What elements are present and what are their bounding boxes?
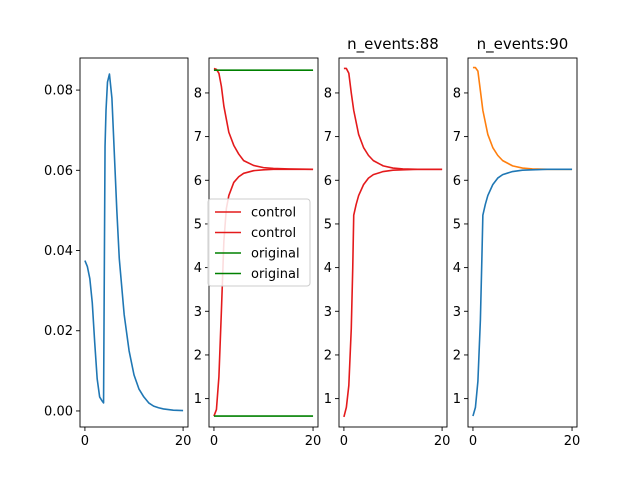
x-tick-label: 20 — [434, 434, 451, 449]
y-tick-label: 0.04 — [44, 244, 73, 259]
legend-label: original — [251, 267, 300, 282]
y-tick-label: 6 — [324, 174, 332, 189]
y-tick-label: 6 — [194, 174, 202, 189]
series-line-1 — [343, 67, 443, 171]
x-tick-label: 0 — [210, 434, 218, 449]
legend: control control original original — [207, 198, 311, 287]
axes-frame — [338, 57, 448, 428]
y-tick-label: 0.00 — [44, 404, 73, 419]
x-tick-label: 20 — [175, 434, 192, 449]
chart-title: n_events:90 — [477, 35, 569, 54]
y-tick-label: 0.06 — [44, 164, 73, 179]
y-tick-label: 2 — [453, 348, 461, 363]
y-tick-label: 3 — [453, 305, 461, 320]
x-tick-label: 0 — [81, 434, 89, 449]
series-line-1 — [472, 66, 573, 171]
y-tick-label: 4 — [194, 261, 202, 276]
y-tick-label: 8 — [324, 86, 332, 101]
axes-frame — [79, 57, 189, 428]
y-tick-label: 7 — [324, 130, 332, 145]
y-tick-label: 5 — [324, 217, 332, 232]
chart-panel-3: 0 20 1 2 3 4 5 6 7 8 n_events:88 — [324, 35, 451, 449]
y-tick-label: 6 — [453, 174, 461, 189]
y-tick-label: 3 — [194, 305, 202, 320]
legend-label: control — [251, 206, 296, 221]
y-tick-label: 4 — [324, 261, 332, 276]
legend-label: control — [251, 226, 296, 241]
series-line-2 — [213, 168, 314, 417]
y-tick-label: 1 — [453, 392, 461, 407]
x-tick-label: 0 — [340, 434, 348, 449]
x-tick-label: 0 — [469, 434, 477, 449]
y-tick-label: 5 — [453, 217, 461, 232]
y-tick-label: 8 — [453, 86, 461, 101]
y-tick-label: 1 — [324, 392, 332, 407]
y-tick-label: 4 — [453, 261, 461, 276]
y-tick-label: 1 — [194, 392, 202, 407]
chart-panel-2: 0 20 1 2 3 4 5 6 7 8 control control original origina… — [194, 57, 322, 449]
y-tick-label: 8 — [194, 86, 202, 101]
legend-box — [207, 198, 311, 287]
x-tick-label: 20 — [305, 434, 322, 449]
chart-panel-4: 0 20 1 2 3 4 5 6 7 8 n_events:90 — [453, 35, 581, 449]
series-line-1 — [84, 73, 184, 412]
y-tick-label: 2 — [324, 348, 332, 363]
series-line-1 — [213, 67, 314, 171]
y-tick-label: 2 — [194, 348, 202, 363]
x-tick-label: 20 — [564, 434, 581, 449]
axes-frame — [467, 57, 578, 428]
y-tick-label: 0.08 — [44, 84, 73, 99]
y-tick-label: 7 — [194, 130, 202, 145]
chart-title: n_events:88 — [347, 35, 439, 54]
legend-label: original — [251, 247, 300, 262]
y-tick-label: 5 — [194, 217, 202, 232]
chart-panel-1: 0 20 0.00 0.02 0.04 0.06 0.08 — [44, 57, 192, 449]
y-tick-label: 7 — [453, 130, 461, 145]
series-line-2 — [472, 168, 573, 417]
y-tick-label: 0.02 — [44, 324, 73, 339]
y-tick-label: 3 — [324, 305, 332, 320]
series-line-2 — [343, 168, 443, 418]
